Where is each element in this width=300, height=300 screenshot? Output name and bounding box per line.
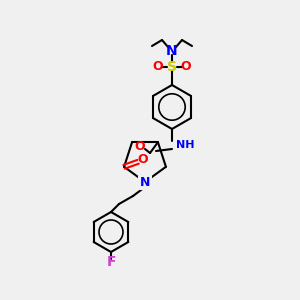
Text: O: O	[138, 153, 148, 166]
Text: N: N	[140, 176, 150, 188]
Text: NH: NH	[176, 140, 194, 150]
Text: O: O	[135, 140, 145, 154]
Text: S: S	[167, 60, 177, 74]
Text: O: O	[153, 61, 163, 74]
Text: N: N	[166, 44, 178, 58]
Text: F: F	[106, 255, 116, 269]
Text: O: O	[181, 61, 191, 74]
